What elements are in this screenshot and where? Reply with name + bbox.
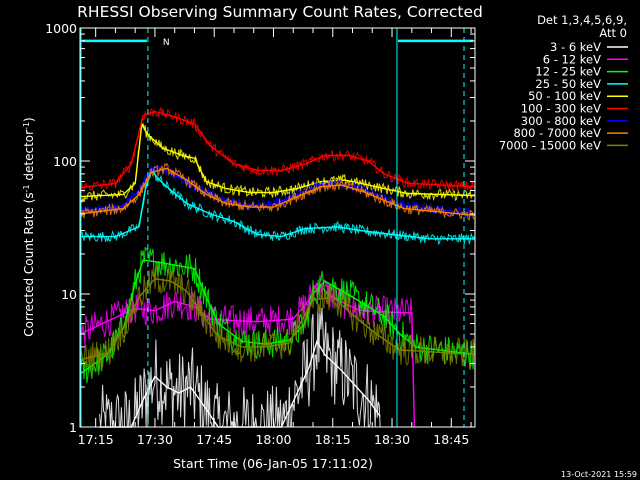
chart-title: RHESSI Observing Summary Count Rates, Co…	[77, 3, 483, 21]
series-800-7000-kev	[79, 162, 476, 222]
x-tick-label: 18:00	[255, 432, 291, 447]
legend-header-attenuator: Att 0	[599, 26, 627, 40]
plot-frame	[79, 27, 476, 428]
legend-label-series-300-800-kev: 300 - 800 keV	[521, 114, 601, 128]
x-tick-label: 18:15	[315, 432, 351, 447]
series-12-25-kev-noise	[79, 246, 475, 386]
legend-label-series-7000-15000-kev: 7000 - 15000 keV	[499, 138, 601, 152]
series-25-50-kev-line	[80, 169, 475, 240]
legend-header-detectors: Det 1,3,4,5,6,9,	[537, 13, 627, 27]
legend-label-series-25-50-kev: 25 - 50 keV	[535, 77, 601, 91]
legend-label-series-50-100-kev: 50 - 100 keV	[528, 89, 601, 103]
series-100-300-kev-line	[79, 110, 476, 189]
x-tick-label: 17:45	[196, 432, 232, 447]
series-50-100-kev	[79, 121, 476, 204]
series-300-800-kev-noise	[79, 164, 475, 219]
night-marker-label: N	[163, 38, 170, 48]
y-tick-label: 1000	[45, 21, 77, 36]
y-axis-label: Corrected Count Rate (s-1 detector-1)	[22, 117, 37, 336]
x-tick-label: 17:15	[78, 432, 114, 447]
x-tick-label: 17:30	[137, 432, 173, 447]
y-tick-label: 10	[61, 287, 77, 302]
series-100-300-kev	[79, 106, 476, 194]
series-50-100-kev-line	[79, 121, 476, 198]
legend-label-series-12-25-kev: 12 - 25 keV	[535, 65, 601, 79]
legend-label-series-6-12-kev: 6 - 12 keV	[543, 52, 601, 66]
x-tick-label: 18:45	[433, 432, 469, 447]
legend-label-series-3-6-kev: 3 - 6 keV	[550, 40, 601, 54]
series-100-300-kev-noise	[79, 106, 475, 194]
x-tick-label: 18:30	[374, 432, 410, 447]
series-7000-15000-kev	[79, 264, 476, 373]
series-800-7000-kev-line	[79, 167, 476, 217]
footer-date: 13-Oct-2021 15:59	[561, 470, 637, 479]
series-7000-15000-kev-line	[79, 278, 476, 361]
series-12-25-kev-line	[79, 259, 476, 375]
y-tick-label: 100	[53, 154, 77, 169]
series-7000-15000-kev-noise	[79, 264, 475, 373]
y-tick-label: 1	[69, 420, 77, 435]
series-12-25-kev	[79, 246, 476, 386]
legend-label-series-100-300-kev: 100 - 300 keV	[521, 102, 601, 116]
plot-area: N 1 10 100 1000 17:15 17:30 17:45 18:00 18:15 18:3…	[45, 21, 476, 447]
x-axis-label: Start Time (06-Jan-05 17:11:02)	[173, 456, 373, 471]
legend-label-series-800-7000-kev: 800 - 7000 keV	[513, 126, 601, 140]
